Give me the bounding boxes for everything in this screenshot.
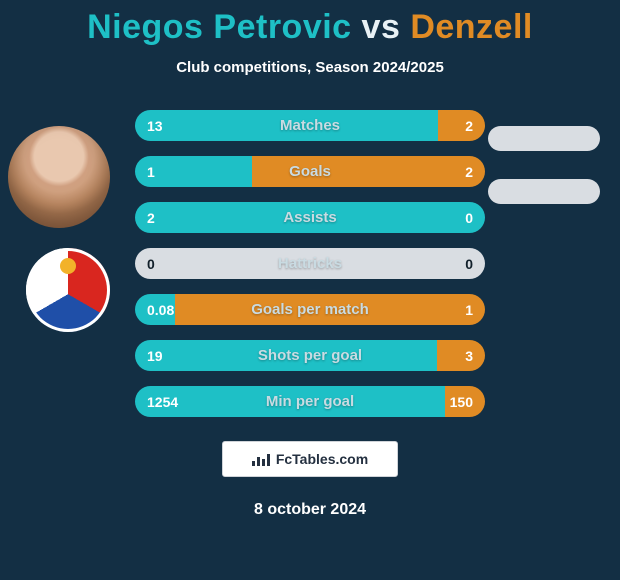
stat-value-left: 1: [147, 156, 155, 187]
stat-row: 12Goals: [135, 156, 485, 187]
stat-value-right: 2: [465, 110, 473, 141]
stat-row: 1254150Min per goal: [135, 386, 485, 417]
title: Niegos Petrovic vs Denzell: [87, 8, 533, 47]
subtitle: Club competitions, Season 2024/2025: [176, 59, 444, 76]
comparison-rows: 132Matches12Goals20Assists00Hattricks0.0…: [135, 110, 485, 417]
stat-row: 0.081Goals per match: [135, 294, 485, 325]
stat-value-right: 1: [465, 294, 473, 325]
comparison-card: Niegos Petrovic vs Denzell Club competit…: [0, 0, 620, 580]
player1-avatar: [8, 126, 110, 228]
player1-club-badge: [26, 248, 110, 332]
bar-left: [135, 202, 485, 233]
bar-neutral: [135, 248, 485, 279]
bar-left: [135, 110, 438, 141]
bar-right: [175, 294, 485, 325]
footer-date: 8 october 2024: [254, 501, 366, 519]
brand-badge[interactable]: FcTables.com: [222, 441, 398, 477]
stat-value-right: 0: [465, 202, 473, 233]
stat-row: 20Assists: [135, 202, 485, 233]
stat-value-right: 0: [465, 248, 473, 279]
stat-value-right: 2: [465, 156, 473, 187]
bar-right: [437, 340, 485, 371]
brand-text: FcTables.com: [276, 451, 368, 467]
title-vs: vs: [362, 8, 401, 46]
stat-value-right: 3: [465, 340, 473, 371]
stat-value-right: 150: [450, 386, 473, 417]
stat-value-left: 0: [147, 248, 155, 279]
bar-right: [438, 110, 485, 141]
stat-value-left: 0.08: [147, 294, 174, 325]
stat-value-left: 13: [147, 110, 163, 141]
avatar-column: [8, 126, 118, 332]
brand-bars-icon: [252, 452, 270, 466]
player2-club-placeholder: [488, 179, 600, 204]
bar-left: [135, 386, 445, 417]
stat-row: 193Shots per goal: [135, 340, 485, 371]
stat-row: 00Hattricks: [135, 248, 485, 279]
stat-value-left: 1254: [147, 386, 178, 417]
stat-row: 132Matches: [135, 110, 485, 141]
stat-value-left: 2: [147, 202, 155, 233]
stat-value-left: 19: [147, 340, 163, 371]
bar-left: [135, 340, 437, 371]
title-player-2: Denzell: [410, 8, 533, 46]
player2-avatar-placeholder: [488, 126, 600, 151]
bar-right: [252, 156, 485, 187]
title-player-1: Niegos Petrovic: [87, 8, 351, 46]
